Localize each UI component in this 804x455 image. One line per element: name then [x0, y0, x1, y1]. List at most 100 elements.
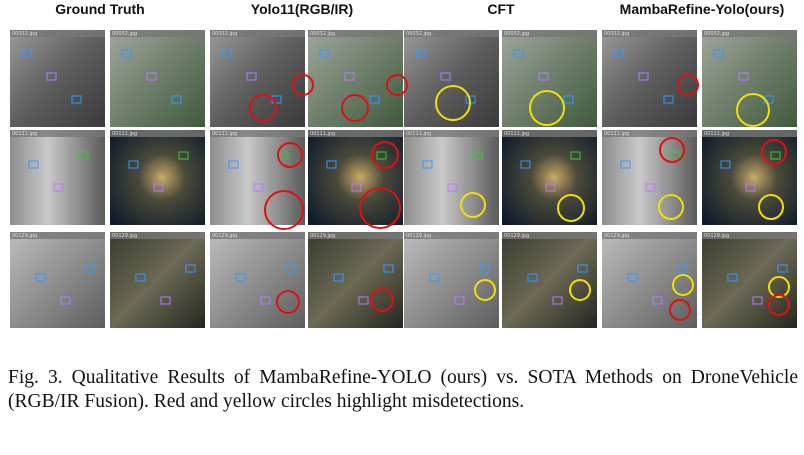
- file-name: 00111.jpg: [604, 131, 629, 137]
- image: [502, 130, 597, 225]
- image-cell: 00111.jpg: [10, 130, 105, 225]
- image: [404, 130, 499, 225]
- image-header-bar: [308, 232, 403, 239]
- highlight-circle: [474, 279, 496, 301]
- image-header-bar: [10, 232, 105, 239]
- detection-box: [146, 72, 157, 81]
- image: [702, 30, 797, 127]
- detection-box: [35, 273, 46, 282]
- image-cell: 00129.jpg: [602, 232, 697, 328]
- detection-box: [727, 273, 738, 282]
- highlight-circle: [677, 74, 699, 96]
- caption: Fig. 3. Qualitative Results of MambaRefi…: [8, 367, 798, 412]
- detection-box: [620, 160, 631, 169]
- file-name: 00111.jpg: [12, 131, 37, 137]
- detection-box: [235, 273, 246, 282]
- image-header-bar: [10, 30, 105, 37]
- highlight-circle: [359, 187, 401, 229]
- detection-box: [260, 296, 271, 305]
- file-name: 00129.jpg: [504, 233, 529, 239]
- file-name: 00032.jpg: [112, 31, 137, 37]
- detection-box: [28, 160, 39, 169]
- file-name: 00111.jpg: [504, 131, 529, 137]
- file-name: 00129.jpg: [406, 233, 431, 239]
- detection-box: [472, 151, 483, 160]
- file-name: 00111.jpg: [112, 131, 137, 137]
- detection-box: [440, 72, 451, 81]
- detection-box: [128, 160, 139, 169]
- highlight-circle: [768, 294, 790, 316]
- image-cell: 00129.jpg: [702, 232, 797, 328]
- highlight-circle: [277, 142, 303, 168]
- detection-box: [53, 183, 64, 192]
- image-cell: 00032.jpg: [404, 30, 499, 127]
- detection-box: [454, 296, 465, 305]
- detection-box: [745, 183, 756, 192]
- image-header-bar: [602, 30, 697, 37]
- image: [210, 130, 305, 225]
- image-cell: 00111.jpg: [110, 130, 205, 225]
- image-cell: 00032.jpg: [308, 30, 403, 127]
- image-cell: 00129.jpg: [308, 232, 403, 328]
- image-header-bar: [702, 232, 797, 239]
- image-cell: 00111.jpg: [210, 130, 305, 225]
- detection-box: [358, 296, 369, 305]
- detection-box: [319, 49, 330, 58]
- image-cell: 00129.jpg: [110, 232, 205, 328]
- image-cell: 00111.jpg: [702, 130, 797, 225]
- detection-box: [185, 264, 196, 273]
- highlight-circles: [249, 74, 790, 321]
- column-header: CFT: [487, 1, 515, 17]
- detection-box: [563, 95, 574, 104]
- file-name: 00032.jpg: [310, 31, 335, 37]
- file-name: 00129.jpg: [604, 233, 629, 239]
- image: [502, 30, 597, 127]
- detection-box: [663, 95, 674, 104]
- detection-box: [369, 95, 380, 104]
- image: [602, 130, 697, 225]
- detection-box: [415, 49, 426, 58]
- detection-box: [326, 160, 337, 169]
- detection-box: [545, 183, 556, 192]
- detection-box: [46, 72, 57, 81]
- highlight-circle: [758, 194, 784, 220]
- detection-box: [376, 151, 387, 160]
- detection-box: [479, 264, 490, 273]
- detection-box: [670, 151, 681, 160]
- highlight-circle: [341, 94, 369, 122]
- image: [10, 232, 105, 328]
- highlight-circle: [669, 299, 691, 321]
- image: [404, 30, 499, 127]
- detection-box: [71, 95, 82, 104]
- image: [10, 30, 105, 127]
- file-name: 00111.jpg: [704, 131, 729, 137]
- image-header-bar: [210, 30, 305, 37]
- image-header-bar: [308, 130, 403, 137]
- file-name: 00129.jpg: [704, 233, 729, 239]
- detection-box: [121, 49, 132, 58]
- detection-box: [527, 273, 538, 282]
- image-header-bar: [502, 130, 597, 137]
- image-header-bar: [602, 130, 697, 137]
- image-header-bar: [502, 30, 597, 37]
- image-cell: 00032.jpg: [502, 30, 597, 127]
- file-name: 00032.jpg: [504, 31, 529, 37]
- file-name: 00032.jpg: [604, 31, 629, 37]
- highlight-circle: [736, 93, 770, 127]
- image-cell: 00129.jpg: [10, 232, 105, 328]
- image-header-bar: [110, 130, 205, 137]
- detection-box: [221, 49, 232, 58]
- image-cell: 00111.jpg: [404, 130, 499, 225]
- image-header-bar: [110, 30, 205, 37]
- image: [702, 232, 797, 328]
- detection-box: [228, 160, 239, 169]
- detection-box: [638, 72, 649, 81]
- detection-box: [713, 49, 724, 58]
- detection-box: [645, 183, 656, 192]
- detection-box: [777, 264, 788, 273]
- image-header-bar: [10, 130, 105, 137]
- image-header-bar: [210, 232, 305, 239]
- image-header-bar: [404, 232, 499, 239]
- file-name: 00032.jpg: [212, 31, 237, 37]
